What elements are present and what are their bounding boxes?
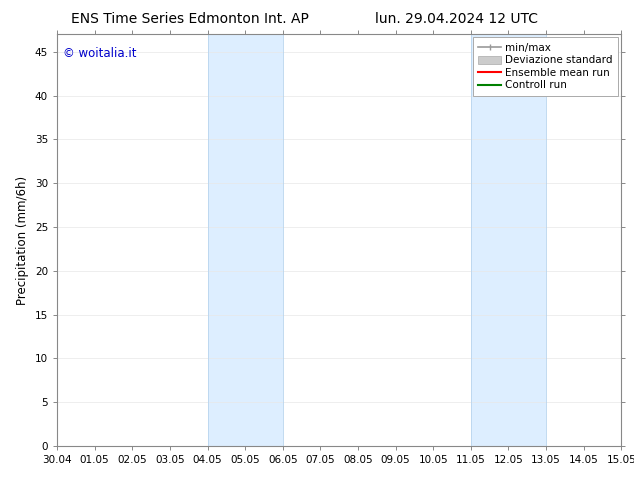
Bar: [471, 34, 546, 446]
Text: © woitalia.it: © woitalia.it: [63, 47, 136, 60]
Text: ENS Time Series Edmonton Int. AP: ENS Time Series Edmonton Int. AP: [71, 12, 309, 26]
Bar: [207, 34, 283, 446]
Legend: min/max, Deviazione standard, Ensemble mean run, Controll run: min/max, Deviazione standard, Ensemble m…: [473, 37, 618, 96]
Text: lun. 29.04.2024 12 UTC: lun. 29.04.2024 12 UTC: [375, 12, 538, 26]
Y-axis label: Precipitation (mm/6h): Precipitation (mm/6h): [16, 175, 29, 305]
